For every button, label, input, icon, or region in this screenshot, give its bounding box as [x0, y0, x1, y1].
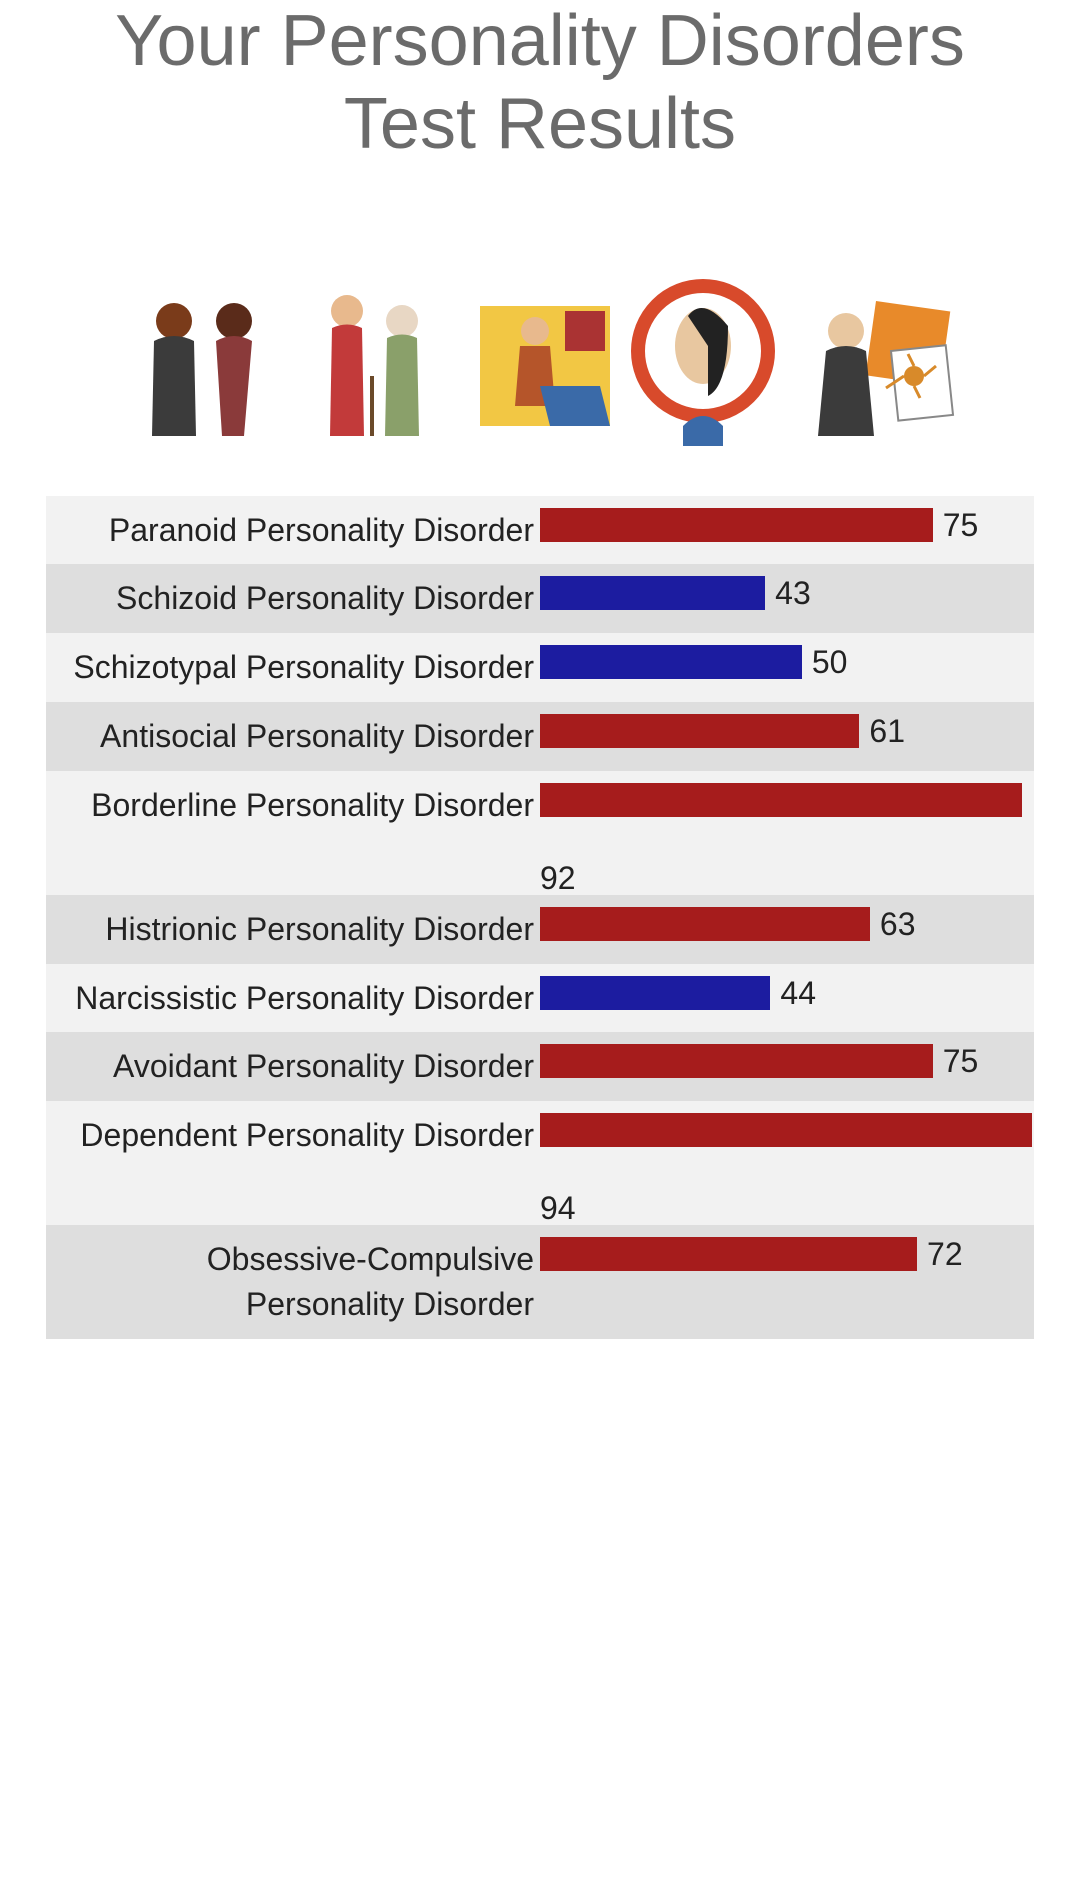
chart-row-label: Borderline Personality Disorder	[46, 771, 540, 840]
results-chart: Paranoid Personality Disorder 75 Schizoid …	[46, 496, 1034, 1339]
chart-row-value: 72	[917, 1237, 963, 1271]
chart-bar	[540, 783, 1022, 817]
chart-row: Avoidant Personality Disorder 75	[46, 1032, 1034, 1101]
chart-bar	[540, 1237, 917, 1271]
chart-bar	[540, 907, 870, 941]
chart-row-label: Antisocial Personality Disorder	[46, 702, 540, 771]
chart-row-value: 44	[770, 976, 816, 1010]
chart-bar	[540, 1044, 933, 1078]
illustration-artist	[786, 296, 956, 446]
chart-bar	[540, 508, 933, 542]
chart-row-bar-cell: 72	[540, 1225, 1034, 1271]
chart-row: Histrionic Personality Disorder 63	[46, 895, 1034, 964]
chart-row: Antisocial Personality Disorder 61	[46, 702, 1034, 771]
chart-row-bar-cell: 63	[540, 895, 1034, 941]
illustration-elderly	[292, 266, 462, 446]
chart-row-bar-cell: 75	[540, 1032, 1034, 1078]
chart-row-label: Narcissistic Personality Disorder	[46, 964, 540, 1033]
chart-row-label: Paranoid Personality Disorder	[46, 496, 540, 565]
chart-row-bar-cell: 44	[540, 964, 1034, 1010]
chart-row-bar-cell: 94	[540, 1101, 1034, 1225]
chart-row-value: 75	[933, 508, 979, 542]
chart-row: Obsessive-Compulsive Personality Disorde…	[46, 1225, 1034, 1339]
chart-row-value: 50	[802, 645, 848, 679]
chart-row: Dependent Personality Disorder94	[46, 1101, 1034, 1225]
illustration-mirror	[628, 276, 778, 446]
chart-row-bar-cell: 50	[540, 633, 1034, 679]
chart-row-value: 92	[540, 817, 1034, 895]
illustration-desk	[470, 296, 620, 446]
chart-row-label: Dependent Personality Disorder	[46, 1101, 540, 1170]
chart-bar	[540, 1113, 1032, 1147]
page-title: Your Personality Disorders Test Results	[0, 0, 1080, 206]
chart-bar	[540, 576, 765, 610]
illustration-row	[0, 206, 1080, 486]
chart-row-bar-cell: 43	[540, 564, 1034, 610]
chart-row-label: Histrionic Personality Disorder	[46, 895, 540, 964]
chart-row-bar-cell: 75	[540, 496, 1034, 542]
chart-bar	[540, 976, 770, 1010]
chart-row-value: 43	[765, 576, 811, 610]
chart-row-label: Schizoid Personality Disorder	[46, 564, 540, 633]
chart-row-bar-cell: 92	[540, 771, 1034, 895]
chart-row: Narcissistic Personality Disorder 44	[46, 964, 1034, 1033]
chart-row-label: Obsessive-Compulsive Personality Disorde…	[46, 1225, 540, 1339]
chart-row: Schizoid Personality Disorder 43	[46, 564, 1034, 633]
chart-row-value: 63	[870, 907, 916, 941]
chart-row-label: Schizotypal Personality Disorder	[46, 633, 540, 702]
chart-row-value: 61	[859, 714, 905, 748]
chart-row-value: 75	[933, 1044, 979, 1078]
chart-row: Paranoid Personality Disorder 75	[46, 496, 1034, 565]
chart-bar	[540, 645, 802, 679]
chart-row: Borderline Personality Disorder92	[46, 771, 1034, 895]
chart-row-label: Avoidant Personality Disorder	[46, 1032, 540, 1101]
chart-row-value: 94	[540, 1147, 1034, 1225]
chart-row: Schizotypal Personality Disorder 50	[46, 633, 1034, 702]
chart-bar	[540, 714, 859, 748]
chart-row-bar-cell: 61	[540, 702, 1034, 748]
illustration-couple	[124, 286, 284, 446]
